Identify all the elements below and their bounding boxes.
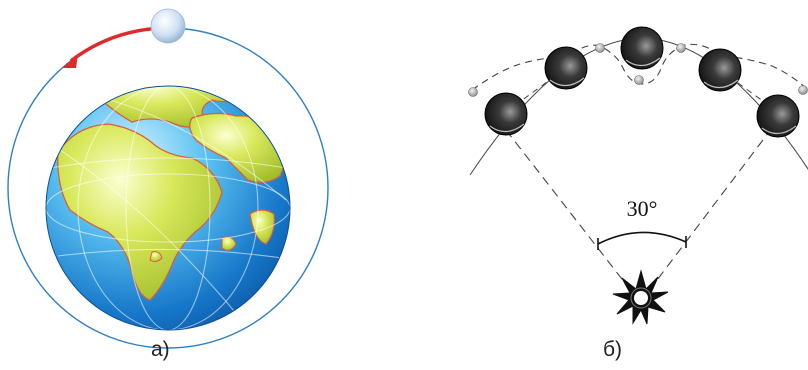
caption-a: а) — [151, 338, 170, 361]
planet-5 — [756, 94, 800, 138]
arrow-head — [62, 54, 78, 68]
caption-b: б) — [603, 338, 623, 361]
satellite-3 — [634, 75, 644, 85]
sight-line-left — [505, 129, 633, 293]
satellite-2 — [595, 43, 605, 53]
satellite-5 — [798, 85, 808, 95]
earth-globe-icon — [45, 85, 291, 331]
planet-2 — [544, 46, 588, 90]
panel-a — [7, 8, 329, 349]
satellite-4 — [676, 43, 686, 53]
moon-icon — [150, 8, 186, 44]
planet-1 — [484, 92, 528, 136]
panel-b: 30° — [468, 26, 808, 325]
angle-arc — [597, 231, 687, 245]
planet-4 — [698, 48, 742, 92]
orbit-direction-arrow — [70, 27, 152, 62]
sight-line-right — [647, 127, 773, 293]
satellite-1 — [468, 87, 478, 97]
angle-label: 30° — [627, 196, 658, 221]
sun-starburst-icon — [612, 269, 669, 325]
planet-3 — [620, 26, 664, 70]
